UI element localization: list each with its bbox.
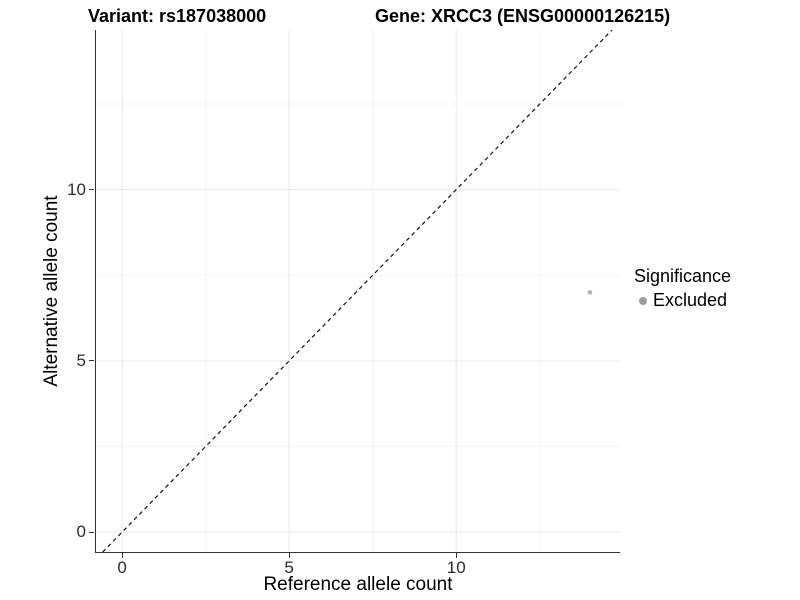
legend-items: Excluded bbox=[634, 290, 731, 311]
x-tick-mark bbox=[288, 553, 290, 558]
y-axis-title: Alternative allele count bbox=[41, 195, 62, 387]
x-axis-title: Reference allele count bbox=[263, 574, 453, 595]
legend-key-dot-icon bbox=[639, 296, 647, 305]
y-tick-mark bbox=[89, 360, 94, 362]
plot-panel bbox=[95, 30, 620, 553]
data-point bbox=[587, 290, 593, 295]
legend-item: Excluded bbox=[639, 290, 731, 311]
legend-title: Significance bbox=[634, 266, 732, 286]
plot-title-variant: Variant: rs187038000 bbox=[88, 6, 267, 26]
x-tick-mark bbox=[121, 553, 123, 558]
y-axis-tick-labels: 0 5 10 bbox=[52, 30, 86, 552]
y-tick-label: 5 bbox=[76, 350, 86, 370]
y-tick-label: 10 bbox=[67, 179, 86, 199]
x-axis-tick-marks bbox=[96, 553, 620, 559]
y-tick-mark bbox=[89, 189, 94, 191]
x-tick-label: 0 bbox=[117, 558, 127, 577]
legend-item-label: Excluded bbox=[653, 290, 728, 310]
x-tick-mark bbox=[455, 553, 457, 558]
legend: Significance Excluded bbox=[634, 266, 731, 311]
x-tick-label: 10 bbox=[446, 558, 466, 577]
y-tick-label: 0 bbox=[76, 522, 86, 542]
identity-dashed-line bbox=[102, 30, 613, 552]
y-axis-tick-marks bbox=[89, 30, 95, 552]
plot-title-gene: Gene: XRCC3 (ENSG00000126215) bbox=[375, 6, 671, 26]
x-axis-tick-labels: 0 5 10 bbox=[96, 558, 620, 578]
plot-canvas bbox=[96, 30, 620, 552]
y-tick-mark bbox=[89, 531, 94, 533]
x-tick-label: 5 bbox=[284, 558, 294, 577]
